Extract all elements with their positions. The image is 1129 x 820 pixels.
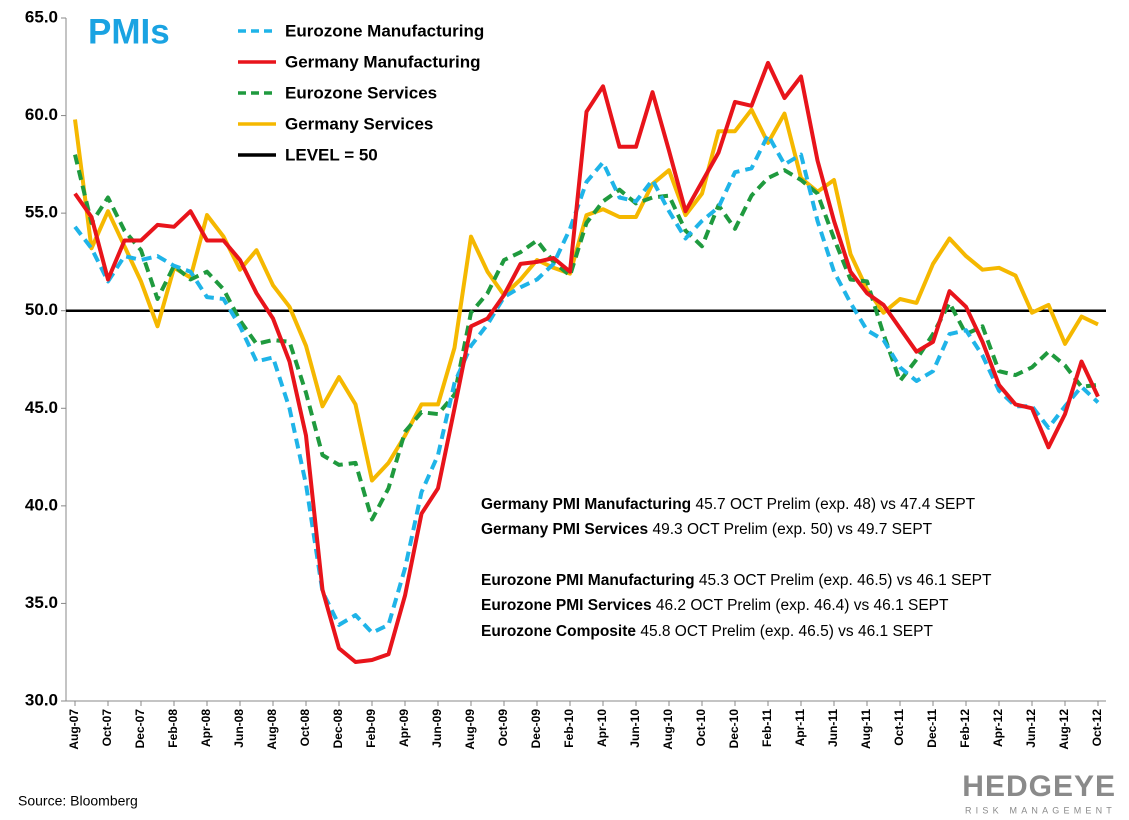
x-tick-label: Jun-11 — [826, 709, 840, 747]
x-tick-label: Oct-11 — [892, 709, 906, 746]
x-tick-label: Apr-10 — [595, 709, 609, 747]
annotation: Germany PMI Manufacturing 45.7 OCT Preli… — [481, 496, 976, 513]
x-tick-label: Feb-11 — [760, 709, 774, 747]
source: Source: Bloomberg — [18, 793, 138, 809]
x-tick-label: Oct-12 — [1090, 709, 1104, 747]
annotation-text: 46.2 OCT Prelim (exp. 46.4) vs 46.1 SEPT — [656, 597, 949, 614]
x-tick-label: Dec-07 — [133, 709, 147, 749]
x-tick-label: Dec-10 — [727, 709, 741, 749]
annotation: Germany PMI Services 49.3 OCT Prelim (ex… — [481, 521, 933, 538]
annotation-text: 45.8 OCT Prelim (exp. 46.5) vs 46.1 SEPT — [640, 623, 933, 640]
y-tick-label: 45.0 — [25, 398, 58, 417]
annotation-text: 49.3 OCT Prelim (exp. 50) vs 49.7 SEPT — [652, 521, 932, 538]
x-tick-label: Feb-08 — [166, 709, 180, 748]
x-tick-label: Oct-07 — [100, 709, 114, 747]
x-tick-label: Aug-12 — [1057, 709, 1071, 750]
annotation: Eurozone PMI Manufacturing 45.3 OCT Prel… — [481, 572, 992, 589]
x-tick-label: Jun-12 — [1024, 709, 1038, 748]
x-tick-label: Aug-10 — [661, 709, 675, 750]
x-tick-label: Aug-09 — [463, 709, 477, 750]
x-tick-label: Aug-08 — [265, 709, 279, 750]
y-tick-label: 55.0 — [25, 203, 58, 222]
annotation-text: 45.7 OCT Prelim (exp. 48) vs 47.4 SEPT — [695, 496, 975, 513]
x-tick-label: Feb-09 — [364, 709, 378, 748]
y-tick-label: 30.0 — [25, 690, 58, 709]
x-tick-label: Dec-09 — [529, 709, 543, 749]
annotation: Eurozone PMI Services 46.2 OCT Prelim (e… — [481, 597, 949, 614]
x-tick-label: Jun-09 — [430, 709, 444, 748]
x-tick-label: Jun-08 — [232, 709, 246, 748]
x-tick-label: Apr-08 — [199, 709, 213, 747]
x-tick-label: Feb-12 — [958, 709, 972, 748]
x-tick-label: Oct-10 — [694, 709, 708, 747]
series-line — [73, 133, 1100, 635]
annotation-bold: Eurozone PMI Services — [481, 597, 652, 614]
logo-tagline: RISK MANAGEMENT — [965, 805, 1116, 815]
annotation-bold: Germany PMI Manufacturing — [481, 496, 691, 513]
logo: HEDGEYE — [962, 770, 1116, 803]
annotation-bold: Germany PMI Services — [481, 521, 648, 538]
legend-label: Germany Manufacturing — [285, 52, 481, 71]
annotation: Eurozone Composite 45.8 OCT Prelim (exp.… — [481, 623, 933, 640]
legend-label: Germany Services — [285, 114, 433, 133]
y-tick-label: 50.0 — [25, 300, 58, 319]
legend-label: LEVEL = 50 — [285, 145, 378, 164]
x-tick-label: Oct-09 — [496, 709, 510, 747]
legend-label: Eurozone Services — [285, 83, 437, 102]
series-line — [73, 107, 1099, 483]
x-tick-label: Apr-11 — [793, 709, 807, 747]
annotation-bold: Eurozone PMI Manufacturing — [481, 572, 695, 589]
y-tick-label: 65.0 — [25, 7, 58, 26]
series-line — [73, 154, 1099, 522]
x-tick-label: Dec-08 — [331, 709, 345, 749]
series-line — [73, 60, 1100, 664]
y-tick-label: 35.0 — [25, 593, 58, 612]
chart-title: PMIs — [88, 12, 170, 51]
y-tick-label: 40.0 — [25, 495, 58, 514]
x-tick-label: Jun-10 — [628, 709, 642, 748]
annotation-text: 45.3 OCT Prelim (exp. 46.5) vs 46.1 SEPT — [699, 572, 992, 589]
y-tick-label: 60.0 — [25, 105, 58, 124]
legend-label: Eurozone Manufacturing — [285, 21, 484, 40]
x-tick-label: Dec-11 — [925, 709, 939, 748]
x-tick-label: Aug-07 — [67, 709, 81, 750]
x-tick-label: Oct-08 — [298, 709, 312, 747]
annotation-bold: Eurozone Composite — [481, 623, 636, 640]
x-tick-label: Aug-11 — [859, 709, 873, 749]
x-tick-label: Apr-12 — [991, 709, 1005, 747]
x-tick-label: Apr-09 — [397, 709, 411, 747]
x-tick-label: Feb-10 — [562, 709, 576, 748]
